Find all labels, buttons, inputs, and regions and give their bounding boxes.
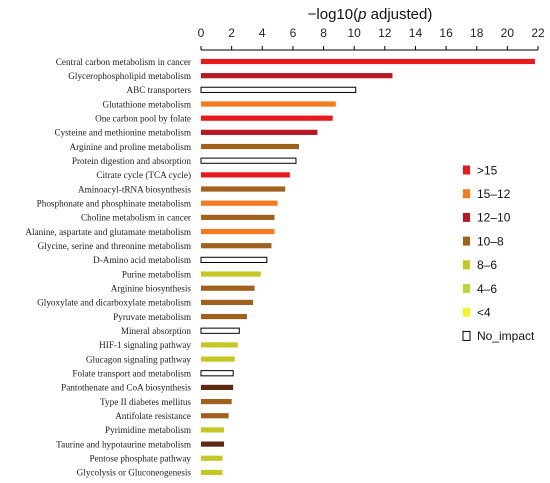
bar — [201, 243, 272, 249]
legend-swatch — [463, 307, 470, 317]
bar — [201, 413, 229, 419]
category-labels: Central carbon metabolism in cancer Glyce… — [25, 57, 191, 478]
legend-label: No_impact — [477, 329, 535, 343]
bar — [201, 356, 235, 362]
bar — [201, 398, 232, 405]
bar — [201, 101, 336, 107]
legend: >15 15–12 12–10 10–8 8–6 4–6 <4 No_impact — [462, 163, 535, 343]
category-label: Type II diabetes mellitus — [100, 397, 191, 407]
category-label: Alanine, aspartate and glutamate metabol… — [25, 227, 191, 237]
category-label: HIF-1 signaling pathway — [99, 340, 191, 350]
bar — [201, 271, 261, 277]
x-tick-label: 14 — [409, 26, 423, 40]
bar — [201, 129, 318, 135]
bar — [201, 58, 535, 65]
legend-swatch — [463, 189, 470, 199]
category-label: Protein digestion and absorption — [72, 156, 192, 166]
category-label: Glyoxylate and dicarboxylate metabolism — [37, 298, 191, 308]
legend-swatch — [463, 260, 470, 270]
x-axis-ticks: 0 2 4 6 8 10 12 14 16 18 20 22 — [198, 26, 545, 50]
x-tick-label: 2 — [228, 26, 235, 40]
bar — [200, 327, 240, 334]
category-label: Citrate cycle (TCA cycle) — [96, 170, 191, 180]
bar — [201, 469, 223, 476]
legend-swatch — [463, 212, 470, 222]
category-label: Glutathione metabolism — [102, 99, 191, 109]
category-label: Antifolate resistance — [115, 411, 191, 421]
x-tick-label: 8 — [320, 26, 327, 40]
x-tick-label: 18 — [470, 26, 484, 40]
bar — [201, 455, 223, 461]
legend-swatch — [463, 236, 470, 246]
bar — [201, 73, 393, 79]
category-label: Mineral absorption — [121, 326, 192, 336]
bar — [200, 370, 234, 377]
category-label: Folate transport and metabolism — [72, 369, 191, 379]
category-label: Glycolysis or Gluconeogenesis — [77, 468, 192, 478]
bar — [201, 313, 247, 320]
category-label: Taurine and hypotaurine metabolism — [56, 439, 191, 449]
x-tick-label: 12 — [378, 26, 392, 40]
category-label: Glycine, serine and threonine metabolism — [38, 241, 191, 251]
legend-swatch — [462, 330, 471, 341]
bar — [201, 427, 224, 433]
category-label: Glucagon signaling pathway — [86, 354, 192, 364]
legend-label: 15–12 — [477, 187, 511, 201]
category-label: Cysteine and methionine metabolism — [54, 128, 191, 138]
legend-swatch — [463, 165, 470, 175]
axis-title: −log10(p adjusted) — [308, 6, 433, 23]
legend-label: 10–8 — [477, 234, 504, 248]
legend-label: 8–6 — [477, 258, 497, 272]
x-tick-label: 10 — [348, 26, 362, 40]
legend-label: 4–6 — [477, 282, 497, 296]
category-label: Arginine and proline metabolism — [69, 142, 191, 152]
category-label: Pyruvate metabolism — [113, 312, 191, 322]
bar — [201, 115, 333, 121]
category-label: Arginine biosynthesis — [111, 284, 192, 294]
x-tick-label: 20 — [501, 26, 515, 40]
category-label: Central carbon metabolism in cancer — [56, 57, 191, 67]
bar — [201, 342, 238, 348]
category-label: Glycerophospholipid metabolism — [68, 71, 191, 81]
category-label: Pantothenate and CoA biosynthesis — [61, 383, 191, 393]
bar — [201, 143, 300, 150]
legend-label: <4 — [477, 306, 491, 320]
category-label: ABC transporters — [126, 85, 191, 95]
category-label: One carbon pool by folate — [95, 113, 191, 123]
bar — [201, 285, 255, 291]
category-label: D-Amino acid metabolism — [93, 255, 191, 265]
bar — [201, 384, 234, 391]
category-label: Phosphonate and phosphinate metabolism — [37, 199, 191, 209]
bar — [201, 299, 254, 305]
bar — [201, 228, 275, 235]
category-label: Pentose phosphate pathway — [89, 454, 191, 464]
legend-label: 12–10 — [477, 211, 511, 225]
bar — [201, 441, 224, 447]
bar — [200, 86, 357, 93]
bars — [200, 58, 535, 476]
bar — [201, 172, 290, 178]
x-tick-label: 22 — [531, 26, 545, 40]
legend-swatch — [463, 284, 470, 293]
x-tick-label: 0 — [198, 26, 205, 40]
bar — [201, 200, 278, 206]
x-tick-label: 4 — [259, 26, 266, 40]
legend-label: >15 — [477, 163, 498, 177]
bar — [201, 186, 286, 192]
bar — [201, 214, 275, 220]
category-label: Pyrimidine metabolism — [105, 425, 191, 435]
category-label: Purine metabolism — [122, 269, 191, 279]
x-tick-label: 6 — [290, 26, 297, 40]
bar — [200, 157, 297, 164]
category-label: Aminoacyl-tRNA biosynthesis — [78, 184, 191, 194]
x-tick-label: 16 — [439, 26, 453, 40]
bar — [200, 256, 268, 263]
category-label: Choline metabolism in cancer — [81, 213, 191, 223]
